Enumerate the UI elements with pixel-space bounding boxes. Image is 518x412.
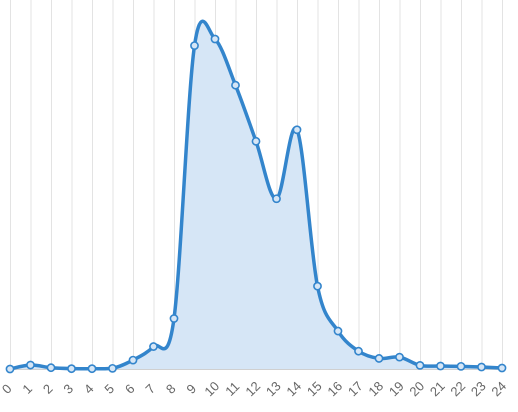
x-tick-label: 22	[447, 378, 468, 399]
data-point-16[interactable]	[333, 326, 343, 336]
x-tick-label: 8	[163, 381, 179, 397]
area-fill	[10, 21, 502, 369]
x-tick-label: 19	[386, 378, 407, 399]
x-tick-label: 15	[304, 378, 325, 399]
data-point-13[interactable]	[272, 194, 281, 204]
data-point-17[interactable]	[354, 346, 363, 356]
data-point-0[interactable]	[5, 364, 15, 374]
data-point-14[interactable]	[292, 125, 302, 135]
x-tick-label: 13	[263, 378, 284, 399]
data-point-10[interactable]	[210, 34, 220, 44]
x-tick-label: 20	[406, 378, 427, 399]
data-point-24[interactable]	[497, 363, 507, 373]
x-tick-label: 10	[201, 378, 222, 399]
data-point-2[interactable]	[46, 363, 56, 373]
data-point-15[interactable]	[313, 281, 322, 291]
x-tick-label: 5	[101, 381, 117, 397]
data-points	[5, 34, 507, 374]
data-point-3[interactable]	[67, 364, 76, 374]
x-tick-label: 0	[0, 381, 15, 397]
data-point-19[interactable]	[395, 352, 404, 362]
x-tick-label: 23	[468, 378, 489, 399]
series-line	[8, 19, 504, 371]
x-tick-label: 17	[345, 378, 366, 399]
data-point-8[interactable]	[169, 314, 179, 323]
data-point-20[interactable]	[415, 360, 425, 370]
data-point-12[interactable]	[251, 136, 261, 146]
data-point-5[interactable]	[108, 363, 117, 373]
x-tick-label: 1	[19, 381, 35, 397]
x-tick-label: 7	[142, 381, 158, 397]
x-tick-label: 24	[488, 378, 509, 399]
x-tick-label: 11	[222, 379, 242, 399]
data-point-6[interactable]	[128, 355, 138, 365]
x-tick-label: 16	[324, 378, 345, 399]
data-point-22[interactable]	[456, 361, 466, 371]
data-point-4[interactable]	[87, 364, 97, 374]
x-tick-label: 21	[427, 378, 448, 399]
x-tick-label: 18	[365, 378, 386, 399]
data-point-11[interactable]	[231, 80, 240, 90]
data-point-1[interactable]	[26, 360, 35, 370]
x-tick-label: 12	[242, 378, 263, 399]
data-point-23[interactable]	[477, 362, 486, 372]
area-series	[8, 19, 504, 371]
x-tick-label: 9	[183, 381, 199, 397]
data-point-7[interactable]	[149, 342, 158, 351]
data-point-21[interactable]	[436, 361, 445, 371]
x-tick-label: 14	[283, 378, 304, 399]
x-tick-label: 3	[60, 381, 76, 397]
data-point-9[interactable]	[190, 41, 199, 50]
x-tick-label: 6	[122, 381, 138, 397]
x-tick-label: 4	[81, 381, 97, 397]
data-point-18[interactable]	[374, 354, 384, 363]
x-axis-tick-labels: 0 1 2 3 4 5 6 7 8 9 10 11 12 13 14 15 16 17 18 19 20 21 22 23 24	[0, 378, 509, 399]
x-tick-label: 2	[40, 381, 56, 397]
